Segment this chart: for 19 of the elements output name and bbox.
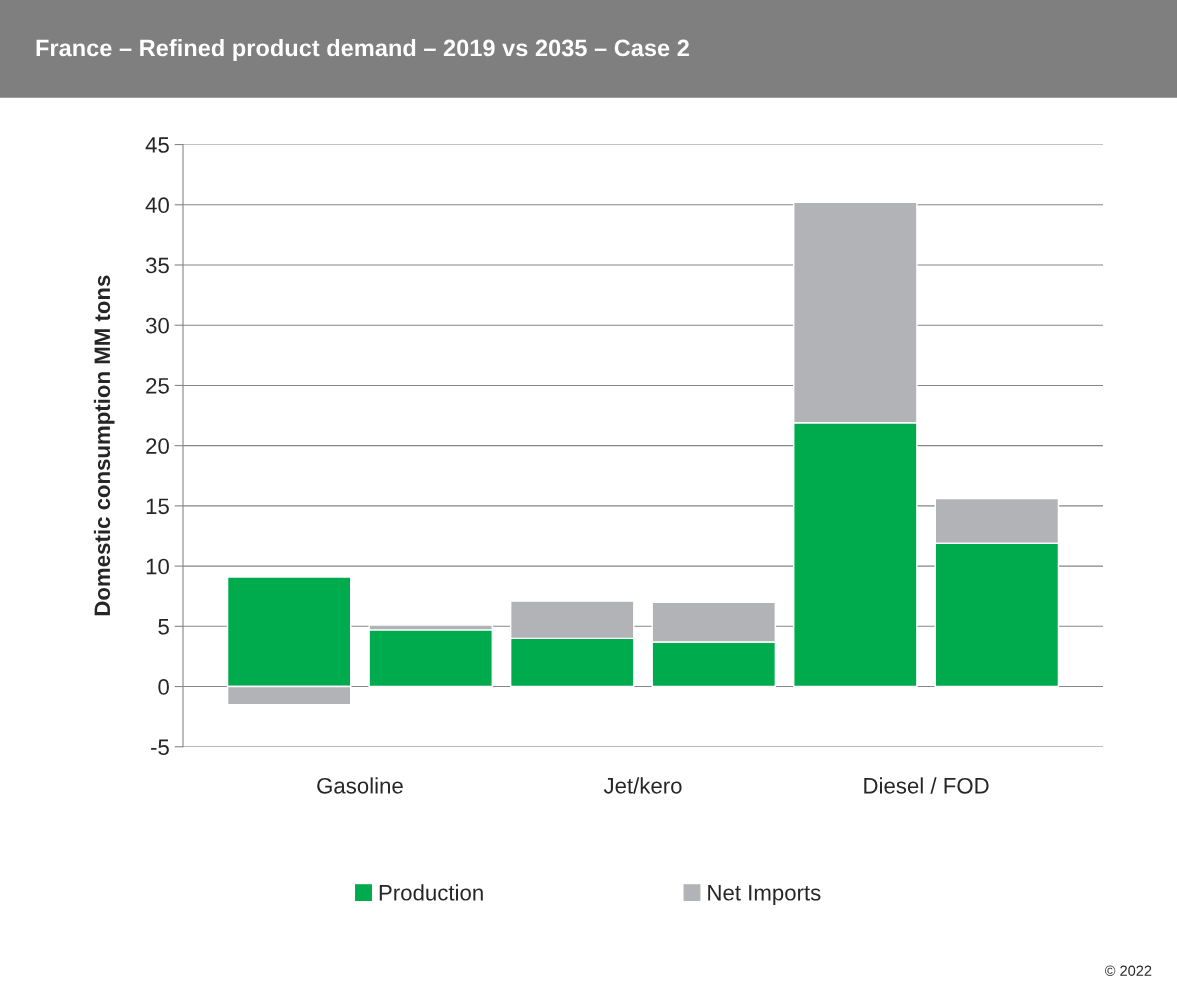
y-tick-label: 5 [158, 619, 169, 635]
legend-label: Net Imports [708, 885, 821, 905]
chart-title: France – Refined product demand – 2019 vs 2035 – Case 2 [36, 39, 689, 61]
y-tick-label: 15 [146, 498, 169, 515]
y-tick-label: 40 [145, 197, 169, 214]
y-tick-label: 20 [146, 438, 169, 454]
x-tick-label: Jet/kero [603, 777, 682, 794]
y-tick-label: 45 [145, 137, 169, 153]
y-tick-label: 10 [146, 558, 169, 575]
text: © 2022 [1104, 965, 1152, 976]
legend-label: Production [379, 884, 483, 901]
y-tick-label: 0 [158, 679, 169, 695]
y-tick-label: 25 [146, 377, 169, 394]
y-tick-label: 30 [145, 317, 169, 334]
x-tick-label: Gasoline [317, 777, 403, 794]
y-tick-label: 35 [145, 257, 169, 274]
y-axis-title: Domestic consumption MM tons [93, 275, 115, 616]
y-tick-label: -5 [151, 739, 169, 756]
x-tick-label: Diesel / FOD [864, 777, 989, 794]
